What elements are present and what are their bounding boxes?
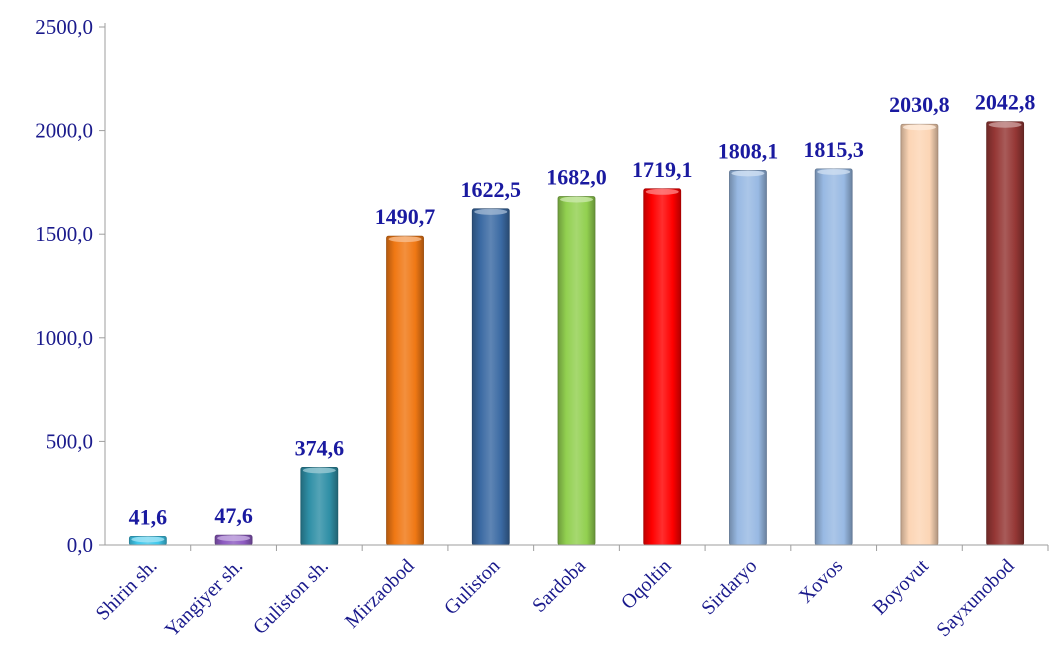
x-category-label: Xovos	[795, 555, 848, 608]
bar-xovos	[815, 169, 852, 545]
x-category-label: Sayxunobod	[932, 555, 1018, 641]
bar-value-label: 1808,1	[718, 138, 779, 163]
y-tick-label: 500,0	[46, 429, 93, 453]
bar-highlight	[989, 122, 1022, 128]
bar-highlight	[646, 189, 679, 195]
x-category-label: Boyovut	[869, 555, 934, 620]
bar-value-label: 374,6	[295, 435, 345, 460]
bar-sardoba	[558, 196, 595, 545]
bar-highlight	[731, 170, 764, 176]
bar-boyovut	[901, 124, 938, 545]
bar-value-label: 1719,1	[632, 157, 693, 182]
x-category-label: Sardoba	[528, 555, 590, 617]
bar-sirdaryo	[729, 170, 766, 545]
x-category-label: Sirdaryo	[697, 555, 761, 619]
bar-oqoltin	[644, 189, 681, 545]
bar-value-label: 47,6	[214, 503, 253, 528]
y-axis: 0,0 500,0 1000,0 1500,0 2000,0 2500,0	[35, 15, 105, 557]
x-category-label: Yangiyer sh.	[161, 555, 247, 641]
bar-highlight	[131, 536, 164, 542]
bar-mirzaobod	[387, 236, 424, 545]
y-tick-label: 2500,0	[35, 15, 93, 39]
bar-value-label: 41,6	[129, 504, 168, 529]
bar-value-label: 1622,5	[461, 177, 522, 202]
x-category-label: Guliston sh.	[249, 555, 333, 639]
bar-highlight	[474, 209, 507, 215]
bar-value-label: 1490,7	[375, 204, 436, 229]
y-tick-label: 0,0	[67, 533, 93, 557]
x-category-label: Oqoltin	[617, 555, 676, 614]
bar-highlight	[560, 196, 593, 202]
bar-highlight	[903, 124, 936, 130]
bar-guliston-sh	[301, 467, 338, 545]
y-tick-label: 2000,0	[35, 119, 93, 143]
bar-value-label: 2042,8	[975, 90, 1036, 115]
x-category-label: Guliston	[440, 555, 504, 619]
y-tick-label: 1000,0	[35, 326, 93, 350]
bar-value-label: 1815,3	[803, 137, 864, 162]
bar-highlight	[817, 169, 850, 175]
bar-highlight	[389, 236, 422, 242]
bar-guliston	[472, 209, 509, 545]
bar-highlight	[217, 535, 250, 541]
y-tick-label: 1500,0	[35, 222, 93, 246]
x-category-label: Mirzaobod	[341, 555, 419, 633]
bar-value-label: 1682,0	[546, 164, 607, 189]
bar-sayxunobod	[987, 122, 1024, 545]
x-axis: Shirin sh. Yangiyer sh. Guliston sh. Mirzao…	[92, 545, 1048, 641]
x-category-label: Shirin sh.	[92, 555, 162, 625]
bar-value-label: 2030,8	[889, 92, 950, 117]
bar-highlight	[303, 467, 336, 473]
